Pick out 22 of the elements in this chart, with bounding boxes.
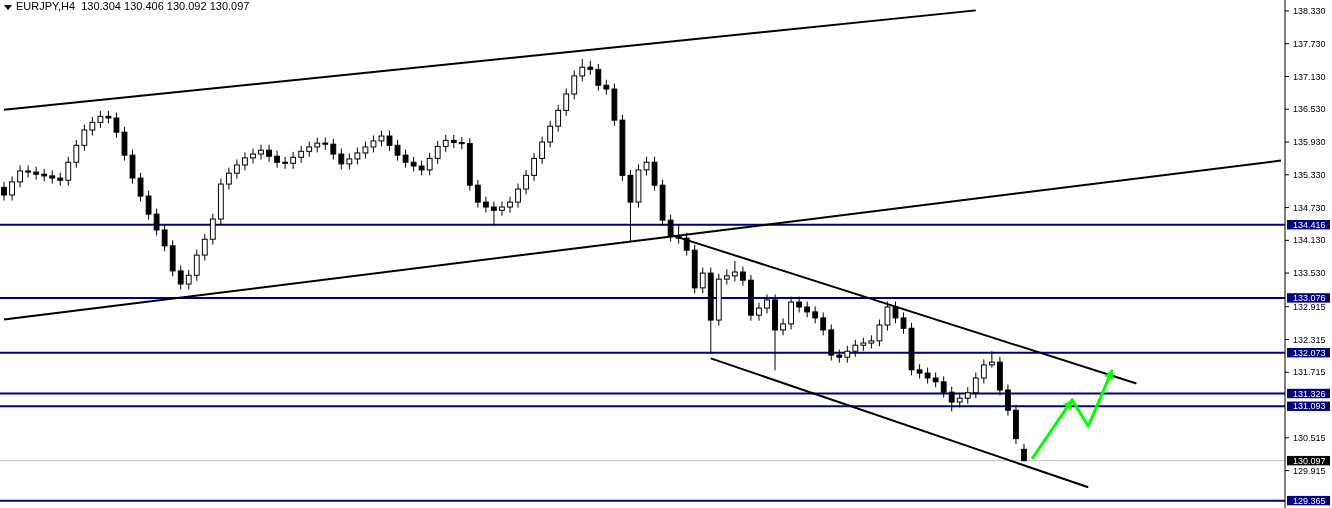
ref-line-label: 132.073 bbox=[1293, 347, 1326, 358]
y-tick-label: 131.715 bbox=[1293, 367, 1326, 378]
ref-line-label: 133.076 bbox=[1293, 293, 1326, 304]
y-tick-label: 137.130 bbox=[1293, 71, 1326, 82]
ref-line-label: 134.416 bbox=[1293, 219, 1326, 230]
y-tick-label: 133.530 bbox=[1293, 268, 1326, 279]
ref-line-label: 131.326 bbox=[1293, 388, 1326, 399]
y-tick-label: 134.730 bbox=[1293, 202, 1326, 213]
y-tick-label: 135.930 bbox=[1293, 137, 1326, 148]
ref-line-label: 131.093 bbox=[1293, 401, 1326, 412]
y-tick-label: 130.515 bbox=[1293, 432, 1326, 443]
y-tick-label: 132.915 bbox=[1293, 301, 1326, 312]
y-tick-label: 138.330 bbox=[1293, 6, 1326, 17]
ref-line-label: 129.365 bbox=[1293, 495, 1326, 506]
y-tick-label: 132.315 bbox=[1293, 334, 1326, 345]
y-tick-label: 136.530 bbox=[1293, 104, 1326, 115]
y-tick-label: 135.330 bbox=[1293, 169, 1326, 180]
y-tick-label: 129.915 bbox=[1293, 465, 1326, 476]
y-tick-label: 137.730 bbox=[1293, 38, 1326, 49]
ref-line-label: 130.097 bbox=[1293, 455, 1326, 466]
y-tick-label: 134.130 bbox=[1293, 235, 1326, 246]
chart-title: EURJPY,H4 130.304 130.406 130.092 130.097 bbox=[16, 0, 250, 12]
